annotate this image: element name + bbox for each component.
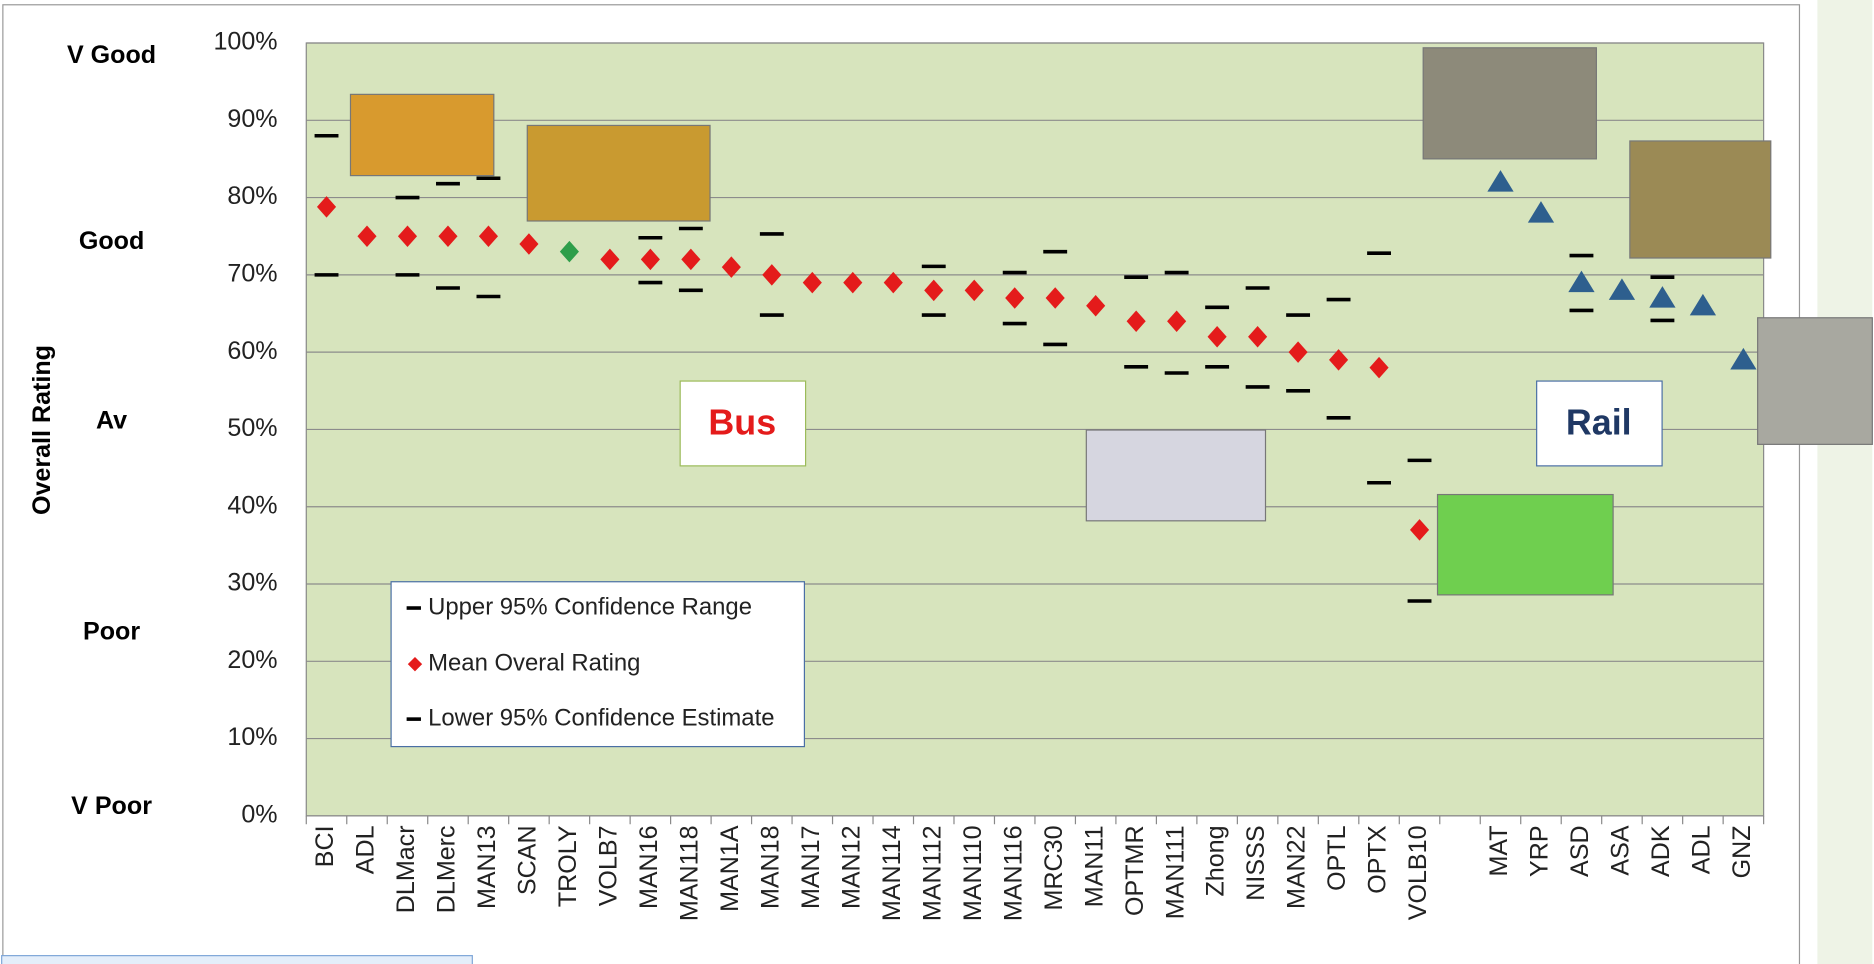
x-tick-label: VOLB7	[595, 825, 623, 906]
x-tick-label: MAN18	[756, 825, 784, 909]
x-tick-label: MAN16	[635, 825, 663, 909]
x-tick-label: NISSS	[1242, 825, 1270, 900]
x-tick-label: SCAN	[514, 825, 542, 895]
x-tick-label: MAN118	[675, 825, 703, 921]
y-tick-label: 70%	[227, 259, 277, 287]
photo	[350, 94, 493, 175]
y-tick-label: 90%	[227, 105, 277, 133]
x-tick-label: Zhong	[1202, 825, 1230, 896]
x-tick-label: TROLY	[554, 825, 582, 907]
photo	[1438, 495, 1614, 595]
x-tick-label: MAN111	[1161, 825, 1189, 919]
x-tick-label: MAN22	[1283, 825, 1311, 909]
photo	[1423, 48, 1596, 159]
chart: 0% 10% 20% 30% 40% 50% 60% 70% 80% 90% 100% V Good G…	[0, 0, 1874, 964]
x-tick-label: ASA	[1607, 825, 1635, 875]
x-tick-label: ADK	[1647, 825, 1675, 877]
x-tick-label: MAN110	[959, 825, 987, 921]
legend-label: Mean Overal Rating	[428, 649, 640, 676]
x-tick-label: DLMerc	[433, 825, 461, 913]
x-tick-label: VOLB10	[1404, 825, 1432, 920]
side-strip	[1817, 0, 1872, 964]
x-tick-label: MRC30	[1040, 825, 1068, 910]
x-tick-label: ASD	[1566, 825, 1594, 877]
bottom-box	[2, 956, 473, 964]
x-tick-label: ADL	[352, 825, 380, 874]
y-tick-label: 50%	[227, 414, 277, 442]
legend-entry: Lower 95% Confidence Estimate	[407, 704, 775, 731]
y-tick-label: 40%	[227, 491, 277, 519]
x-tick-label: MAN13	[473, 825, 501, 909]
y-tick-label: 20%	[227, 646, 277, 674]
annotation: Rail	[1566, 403, 1632, 443]
photo	[1086, 430, 1265, 521]
x-tick-label: ADL	[1688, 825, 1716, 874]
y-axis-title: Overall Rating	[28, 345, 56, 515]
x-tick-label: MAN1A	[716, 825, 744, 912]
x-tick-label: OPTMR	[1121, 825, 1149, 916]
legend-entry: Upper 95% Confidence Range	[407, 593, 752, 620]
annotation: Bus	[708, 403, 776, 443]
y-tick-label: 30%	[227, 569, 277, 597]
y-tick-label: 10%	[227, 723, 277, 751]
y-tick-label: 60%	[227, 337, 277, 365]
x-tick-label: MAN116	[999, 825, 1027, 921]
photo	[1630, 141, 1771, 258]
legend-label: Lower 95% Confidence Estimate	[428, 704, 774, 731]
photo	[1758, 318, 1873, 445]
rating-label: V Good	[67, 41, 156, 69]
x-tick-label: MAT	[1485, 825, 1513, 876]
x-tick-label: MAN11	[1080, 825, 1108, 907]
x-tick-label: GNZ	[1728, 825, 1756, 878]
x-tick-label: MAN112	[918, 825, 946, 921]
x-tick-label: YRP	[1526, 825, 1554, 877]
x-tick-label: MAN17	[797, 825, 825, 909]
rating-label: Poor	[83, 618, 140, 646]
x-tick-label: OPTX	[1364, 825, 1392, 894]
x-tick-label: MAN12	[837, 825, 865, 909]
legend-entry: Mean Overal Rating	[408, 649, 641, 676]
photo	[527, 125, 710, 221]
x-tick-label: BCI	[311, 825, 339, 867]
x-tick-label: MAN114	[878, 825, 906, 921]
x-tick-label: OPTL	[1323, 825, 1351, 891]
y-tick-label: 80%	[227, 182, 277, 210]
y-tick-label: 0%	[241, 801, 277, 829]
rating-label: Av	[96, 406, 127, 434]
legend-label: Upper 95% Confidence Range	[428, 593, 752, 620]
rating-label: V Poor	[71, 792, 152, 820]
x-tick-label: DLMacr	[392, 825, 420, 913]
rating-label: Good	[79, 227, 144, 255]
y-tick-label: 100%	[213, 28, 277, 56]
